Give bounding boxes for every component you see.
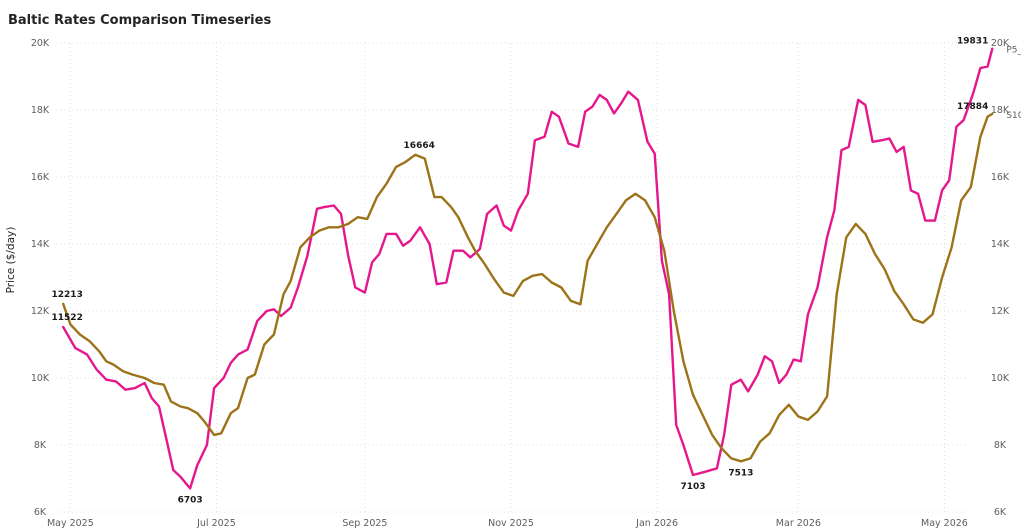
y-tick-label: 18K xyxy=(31,105,50,116)
data-label: 6703 xyxy=(178,495,203,505)
series-lines xyxy=(62,47,994,490)
series-name-label: P5_82 xyxy=(1006,46,1021,56)
data-label: 16664 xyxy=(404,141,435,151)
x-tick-label: Sep 2025 xyxy=(342,518,387,529)
x-tick-label: Nov 2025 xyxy=(488,518,534,529)
data-label: 17884 xyxy=(957,102,988,112)
x-tick-label: Mar 2026 xyxy=(776,518,821,529)
data-label: 19831 xyxy=(957,37,988,47)
y-axis-label: Price ($/day) xyxy=(5,227,17,294)
y-tick-label: 16K xyxy=(31,172,50,183)
y-tick-label: 6K xyxy=(34,507,47,518)
chart-title: Baltic Rates Comparison Timeseries xyxy=(8,13,272,28)
series-line-s10 xyxy=(62,112,994,463)
y-tick-label: 12K xyxy=(31,306,50,317)
y-tick-label-right: 10K xyxy=(991,373,1010,384)
gridlines xyxy=(56,42,966,513)
x-tick-label: Jan 2026 xyxy=(635,518,678,529)
data-label: 11522 xyxy=(52,313,83,323)
x-tick-label: May 2026 xyxy=(921,518,968,529)
x-tick-label: Jul 2025 xyxy=(196,518,236,529)
y-tick-label-right: 14K xyxy=(991,239,1010,250)
y-tick-label: 14K xyxy=(31,239,50,250)
x-tick-label: May 2025 xyxy=(47,518,94,529)
y-tick-label-right: 16K xyxy=(991,172,1010,183)
y-tick-label-right: 6K xyxy=(994,507,1007,518)
y-tick-label-right: 18K xyxy=(991,105,1010,116)
series-line-p5-82 xyxy=(62,47,994,490)
data-labels: P5_82 S10 12213 11522 6703 16664 7103 7513 19831… xyxy=(52,37,1021,506)
y-tick-label-right: 8K xyxy=(994,440,1007,451)
y-tick-label-right: 12K xyxy=(991,306,1010,317)
y-tick-label: 8K xyxy=(34,440,47,451)
data-label: 7513 xyxy=(728,468,753,478)
data-label: 12213 xyxy=(52,290,83,300)
axes: 6K 6K 8K 8K 10K 10K 12K 12K 14K 14K 16K 16K 18K 18K 20… xyxy=(31,38,1010,529)
y-tick-label: 20K xyxy=(31,38,50,49)
y-tick-label: 10K xyxy=(31,373,50,384)
series-name-label: S10 xyxy=(1006,111,1021,121)
y-tick-label-right: 20K xyxy=(991,38,1010,49)
data-label: 7103 xyxy=(680,482,705,492)
